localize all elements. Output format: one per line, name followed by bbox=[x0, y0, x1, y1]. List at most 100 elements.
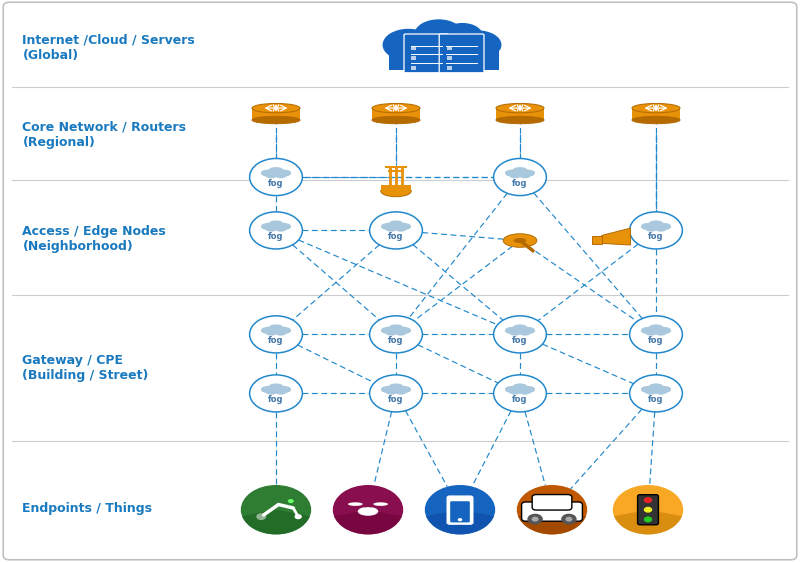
Circle shape bbox=[644, 516, 652, 522]
Wedge shape bbox=[334, 510, 402, 534]
Ellipse shape bbox=[398, 387, 410, 392]
Bar bbox=[411, 66, 417, 70]
Wedge shape bbox=[614, 510, 682, 534]
Ellipse shape bbox=[266, 226, 276, 231]
Circle shape bbox=[250, 316, 302, 353]
Bar bbox=[496, 108, 544, 120]
Ellipse shape bbox=[513, 325, 527, 331]
Circle shape bbox=[250, 158, 302, 196]
Circle shape bbox=[425, 485, 495, 534]
Ellipse shape bbox=[262, 224, 274, 229]
Ellipse shape bbox=[513, 384, 527, 390]
Circle shape bbox=[370, 375, 422, 412]
Circle shape bbox=[250, 212, 302, 249]
Ellipse shape bbox=[266, 330, 276, 335]
Text: Core Network / Routers
(Regional): Core Network / Routers (Regional) bbox=[22, 121, 186, 149]
Ellipse shape bbox=[278, 328, 290, 333]
Text: fog: fog bbox=[648, 395, 664, 404]
Ellipse shape bbox=[513, 167, 527, 174]
Ellipse shape bbox=[520, 173, 530, 178]
Bar bbox=[446, 66, 452, 70]
Ellipse shape bbox=[276, 173, 286, 178]
Text: fog: fog bbox=[268, 179, 284, 188]
Ellipse shape bbox=[642, 328, 654, 333]
Bar bbox=[632, 108, 680, 120]
Ellipse shape bbox=[646, 226, 656, 231]
Ellipse shape bbox=[252, 116, 300, 124]
Ellipse shape bbox=[642, 387, 654, 392]
Ellipse shape bbox=[262, 387, 274, 392]
Ellipse shape bbox=[396, 389, 406, 394]
Ellipse shape bbox=[276, 389, 286, 394]
Ellipse shape bbox=[506, 170, 518, 176]
Text: fog: fog bbox=[388, 336, 404, 345]
Ellipse shape bbox=[503, 234, 537, 247]
Ellipse shape bbox=[386, 389, 396, 394]
Ellipse shape bbox=[396, 226, 406, 231]
Text: fog: fog bbox=[512, 336, 528, 345]
Circle shape bbox=[566, 516, 573, 522]
Circle shape bbox=[494, 375, 546, 412]
Wedge shape bbox=[518, 510, 586, 534]
Text: fog: fog bbox=[268, 336, 284, 345]
Ellipse shape bbox=[262, 170, 274, 176]
Ellipse shape bbox=[522, 328, 534, 333]
Ellipse shape bbox=[649, 221, 663, 228]
Ellipse shape bbox=[276, 226, 286, 231]
Ellipse shape bbox=[389, 221, 403, 228]
Text: fog: fog bbox=[388, 232, 404, 241]
Circle shape bbox=[644, 507, 652, 513]
Ellipse shape bbox=[382, 328, 394, 333]
Ellipse shape bbox=[415, 20, 462, 49]
Text: Endpoints / Things: Endpoints / Things bbox=[22, 502, 152, 515]
Ellipse shape bbox=[252, 103, 300, 113]
Ellipse shape bbox=[373, 502, 388, 506]
Ellipse shape bbox=[442, 24, 482, 48]
Text: fog: fog bbox=[388, 395, 404, 404]
Circle shape bbox=[517, 485, 587, 534]
Ellipse shape bbox=[276, 330, 286, 335]
Ellipse shape bbox=[632, 103, 680, 113]
Ellipse shape bbox=[389, 384, 403, 390]
Ellipse shape bbox=[398, 224, 410, 229]
Circle shape bbox=[458, 518, 462, 522]
Circle shape bbox=[494, 158, 546, 196]
Bar bbox=[381, 185, 411, 191]
Ellipse shape bbox=[278, 224, 290, 229]
Ellipse shape bbox=[658, 387, 670, 392]
Ellipse shape bbox=[656, 389, 666, 394]
FancyBboxPatch shape bbox=[3, 2, 797, 560]
Ellipse shape bbox=[646, 389, 656, 394]
Circle shape bbox=[333, 485, 403, 534]
Ellipse shape bbox=[266, 173, 276, 178]
Ellipse shape bbox=[269, 221, 283, 228]
Circle shape bbox=[527, 514, 543, 524]
Ellipse shape bbox=[510, 389, 520, 394]
Ellipse shape bbox=[646, 330, 656, 335]
Text: fog: fog bbox=[268, 232, 284, 241]
Ellipse shape bbox=[522, 387, 534, 392]
Circle shape bbox=[241, 485, 311, 534]
Ellipse shape bbox=[348, 502, 363, 506]
Text: fog: fog bbox=[512, 179, 528, 188]
Ellipse shape bbox=[454, 31, 501, 58]
Text: Internet /Cloud / Servers
(Global): Internet /Cloud / Servers (Global) bbox=[22, 34, 195, 62]
Ellipse shape bbox=[632, 116, 680, 124]
Circle shape bbox=[288, 499, 294, 503]
Ellipse shape bbox=[386, 330, 396, 335]
Ellipse shape bbox=[510, 330, 520, 335]
Ellipse shape bbox=[656, 226, 666, 231]
Ellipse shape bbox=[496, 116, 544, 124]
FancyBboxPatch shape bbox=[404, 34, 449, 73]
Bar bbox=[252, 108, 300, 120]
Bar bbox=[411, 56, 417, 60]
Circle shape bbox=[370, 316, 422, 353]
Circle shape bbox=[630, 212, 682, 249]
Ellipse shape bbox=[382, 224, 394, 229]
FancyBboxPatch shape bbox=[522, 502, 582, 521]
Ellipse shape bbox=[383, 29, 434, 60]
Ellipse shape bbox=[372, 103, 420, 113]
Ellipse shape bbox=[658, 224, 670, 229]
Ellipse shape bbox=[506, 328, 518, 333]
FancyBboxPatch shape bbox=[638, 495, 658, 525]
